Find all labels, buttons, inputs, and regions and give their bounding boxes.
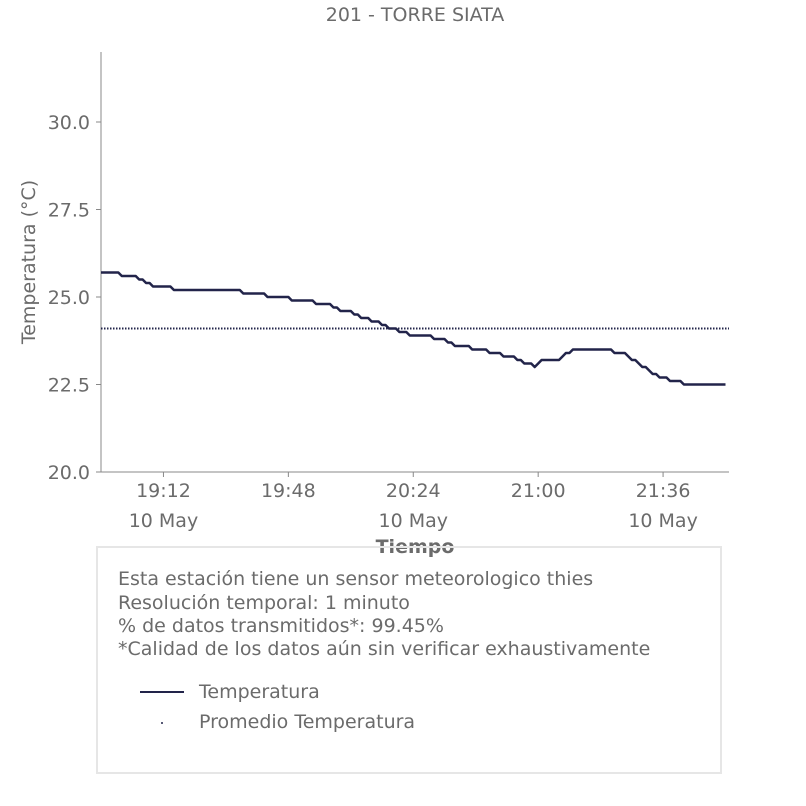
legend-temperatura-swatch xyxy=(140,691,184,693)
y-ticks: 20.0 22.5 25.0 27.5 30.0 xyxy=(48,112,101,484)
series xyxy=(101,271,729,386)
info-sensor-text: Esta estación tiene un sensor meteorolog… xyxy=(118,568,594,590)
x-tick-label-4: 21:36 xyxy=(636,480,691,502)
x-tick-label-1: 19:48 xyxy=(261,480,316,502)
x-ticks: 19:12 10 May 19:48 20:24 10 May 21:00 21:36 10 … xyxy=(129,472,698,532)
x-tick-label-2: 20:24 xyxy=(386,480,441,502)
info-resolution-text: Resolución temporal: 1 minuto xyxy=(118,592,410,614)
info-transmitted-text: % de datos transmitidos*: 99.45% xyxy=(118,615,444,637)
x-tick-date-4: 10 May xyxy=(628,510,698,532)
y-tick-label-4: 30.0 xyxy=(48,112,90,134)
y-tick-label-3: 27.5 xyxy=(48,200,90,222)
x-tick-label-3: 21:00 xyxy=(511,480,566,502)
y-tick-label-2: 25.0 xyxy=(48,287,90,309)
chart-title: 201 - TORRE SIATA xyxy=(326,4,505,26)
y-tick-label-0: 20.0 xyxy=(48,462,90,484)
x-tick-date-2: 10 May xyxy=(379,510,449,532)
y-tick-label-1: 22.5 xyxy=(48,375,90,397)
x-tick-label-0: 19:12 xyxy=(136,480,191,502)
legend-promedio-label: Promedio Temperatura xyxy=(199,711,416,733)
x-tick-date-0: 10 May xyxy=(129,510,199,532)
info-box: Esta estación tiene un sensor meteorolog… xyxy=(96,546,722,774)
series-temperatura-line xyxy=(101,271,726,386)
y-axis-label: Temperatura (°C) xyxy=(18,180,40,345)
legend-temperatura-label: Temperatura xyxy=(199,681,320,703)
info-quality-note: *Calidad de los datos aún sin verificar … xyxy=(118,638,651,660)
legend-promedio-swatch xyxy=(161,722,163,724)
